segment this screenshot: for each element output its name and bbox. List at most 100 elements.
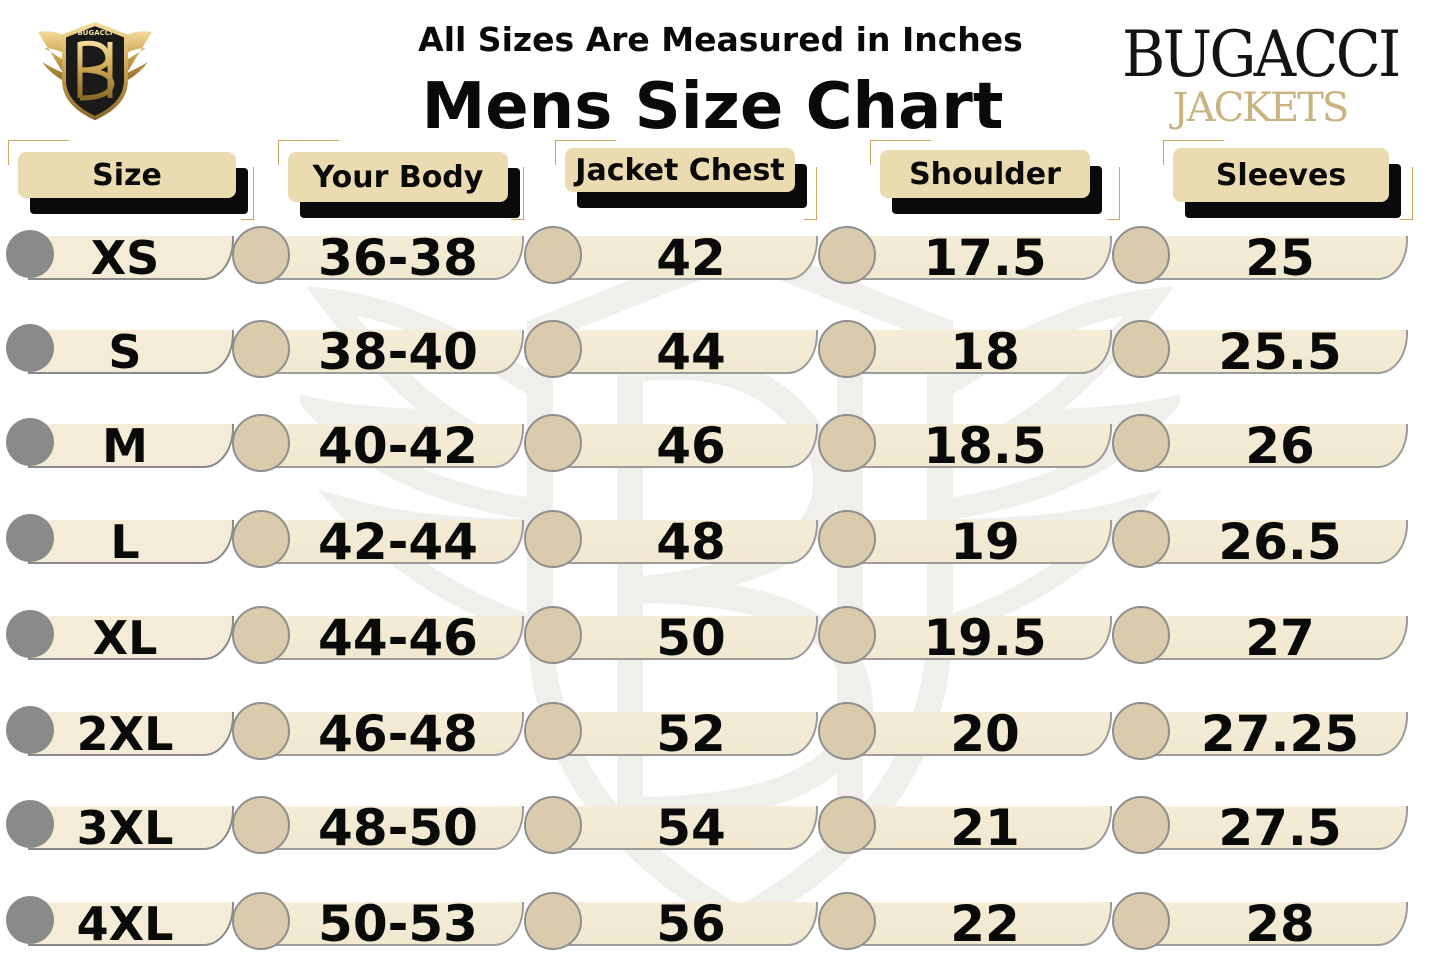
cell-value: 46 bbox=[656, 417, 726, 475]
row-circle bbox=[818, 320, 876, 378]
table-cell-sleeves: 27 bbox=[1112, 606, 1408, 667]
row-circle bbox=[524, 414, 582, 472]
table-cell-shoulder: 21 bbox=[818, 796, 1112, 857]
table-cell-shoulder: 19 bbox=[818, 510, 1112, 571]
cell-value: 20 bbox=[950, 705, 1020, 763]
row-circle bbox=[818, 226, 876, 284]
row-circle bbox=[1112, 510, 1170, 568]
cell-value: M bbox=[102, 419, 148, 473]
table-cell-size: 4XL bbox=[6, 892, 234, 951]
brand-sub: JACKETS bbox=[1172, 85, 1350, 131]
table-cell-chest: 54 bbox=[524, 796, 818, 857]
cell-value: 54 bbox=[656, 799, 726, 857]
table-cell-shoulder: 17.5 bbox=[818, 226, 1112, 287]
cell-value: 52 bbox=[656, 705, 726, 763]
table-cell-body: 50-53 bbox=[232, 892, 524, 953]
cell-value: S bbox=[108, 325, 142, 379]
cell-value: 36-38 bbox=[318, 229, 478, 287]
row-circle bbox=[1112, 892, 1170, 950]
table-cell-sleeves: 25.5 bbox=[1112, 320, 1408, 381]
cell-value: 44-46 bbox=[318, 609, 478, 667]
row-circle bbox=[1112, 414, 1170, 472]
table-cell-size: M bbox=[6, 414, 234, 473]
row-circle bbox=[524, 226, 582, 284]
cell-value: 25 bbox=[1245, 229, 1315, 287]
table-cell-size: 2XL bbox=[6, 702, 234, 761]
column-header-label: Shoulder bbox=[880, 150, 1090, 198]
cell-value: 56 bbox=[656, 895, 726, 953]
row-circle bbox=[524, 796, 582, 854]
cell-value: L bbox=[110, 515, 140, 569]
row-circle bbox=[524, 702, 582, 760]
table-cell-body: 36-38 bbox=[232, 226, 524, 287]
table-cell-sleeves: 27.25 bbox=[1112, 702, 1408, 763]
cell-value: 25.5 bbox=[1218, 323, 1342, 381]
cell-value: 2XL bbox=[76, 707, 174, 761]
table-cell-chest: 52 bbox=[524, 702, 818, 763]
row-dot bbox=[6, 230, 54, 278]
row-circle bbox=[1112, 226, 1170, 284]
table-cell-body: 44-46 bbox=[232, 606, 524, 667]
cell-value: 42-44 bbox=[318, 513, 478, 571]
column-header-size: Size bbox=[8, 140, 254, 220]
row-circle bbox=[232, 510, 290, 568]
cell-value: 50-53 bbox=[318, 895, 478, 953]
cell-value: 18 bbox=[950, 323, 1020, 381]
cell-value: 26 bbox=[1245, 417, 1315, 475]
row-circle bbox=[818, 796, 876, 854]
cell-value: 46-48 bbox=[318, 705, 478, 763]
svg-text:BUGACCI: BUGACCI bbox=[77, 29, 112, 37]
column-header-label: Jacket Chest bbox=[565, 148, 795, 192]
table-cell-size: XS bbox=[6, 226, 234, 285]
row-dot bbox=[6, 610, 54, 658]
cell-value: 27.25 bbox=[1200, 705, 1360, 763]
table-cell-body: 42-44 bbox=[232, 510, 524, 571]
column-header-chest: Jacket Chest bbox=[555, 140, 817, 220]
table-cell-sleeves: 26.5 bbox=[1112, 510, 1408, 571]
cell-value: 19 bbox=[950, 513, 1020, 571]
row-circle bbox=[818, 892, 876, 950]
cell-value: 18.5 bbox=[923, 417, 1047, 475]
row-dot bbox=[6, 514, 54, 562]
row-circle bbox=[232, 226, 290, 284]
row-circle bbox=[1112, 320, 1170, 378]
row-circle bbox=[818, 702, 876, 760]
cell-value: XL bbox=[92, 611, 158, 665]
column-header-sleeves: Sleeves bbox=[1163, 140, 1413, 220]
table-cell-chest: 42 bbox=[524, 226, 818, 287]
row-circle bbox=[232, 606, 290, 664]
row-dot bbox=[6, 706, 54, 754]
row-circle bbox=[524, 892, 582, 950]
table-cell-sleeves: 28 bbox=[1112, 892, 1408, 953]
brand-name: BUGACCI bbox=[1122, 18, 1401, 92]
table-cell-chest: 50 bbox=[524, 606, 818, 667]
column-header-label: Sleeves bbox=[1173, 148, 1389, 202]
table-cell-body: 46-48 bbox=[232, 702, 524, 763]
row-dot bbox=[6, 324, 54, 372]
row-circle bbox=[1112, 606, 1170, 664]
table-cell-sleeves: 25 bbox=[1112, 226, 1408, 287]
table-cell-sleeves: 26 bbox=[1112, 414, 1408, 475]
cell-value: 26.5 bbox=[1218, 513, 1342, 571]
column-header-label: Your Body bbox=[288, 152, 508, 202]
row-circle bbox=[524, 320, 582, 378]
table-cell-shoulder: 18 bbox=[818, 320, 1112, 381]
brand-wordmark: BUGACCI JACKETS bbox=[1110, 22, 1410, 128]
cell-value: 27.5 bbox=[1218, 799, 1342, 857]
table-cell-chest: 46 bbox=[524, 414, 818, 475]
table-cell-body: 40-42 bbox=[232, 414, 524, 475]
row-circle bbox=[232, 892, 290, 950]
cell-value: 17.5 bbox=[923, 229, 1047, 287]
cell-value: 28 bbox=[1245, 895, 1315, 953]
row-circle bbox=[818, 606, 876, 664]
table-cell-size: L bbox=[6, 510, 234, 569]
table-cell-chest: 48 bbox=[524, 510, 818, 571]
row-circle bbox=[232, 414, 290, 472]
cell-value: 40-42 bbox=[318, 417, 478, 475]
row-circle bbox=[232, 796, 290, 854]
cell-value: 48 bbox=[656, 513, 726, 571]
row-circle bbox=[524, 510, 582, 568]
cell-value: 48-50 bbox=[318, 799, 478, 857]
table-cell-body: 38-40 bbox=[232, 320, 524, 381]
row-circle bbox=[1112, 796, 1170, 854]
